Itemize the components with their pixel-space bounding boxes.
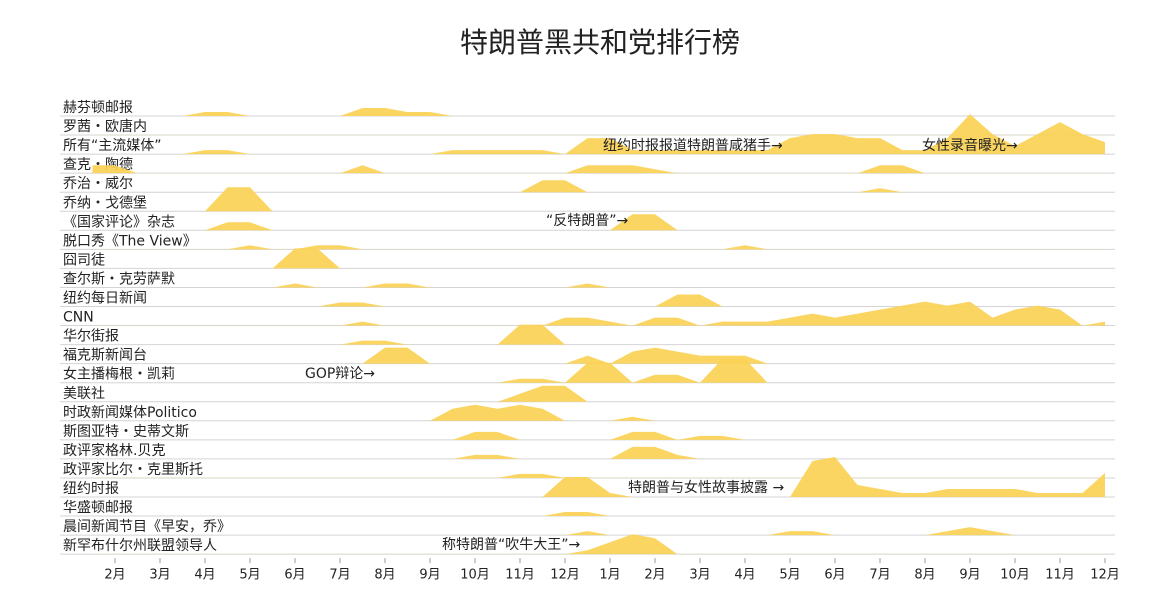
- x-tick-label: 8月: [374, 568, 395, 583]
- row-label: 华盛顿邮报: [63, 500, 133, 516]
- x-tick-label: 4月: [194, 568, 215, 583]
- annotation: 纽约时报报道特朗普咸猪手→: [603, 138, 783, 154]
- x-tick-label: 11月: [1045, 568, 1075, 583]
- annotation: 女性录音曝光→: [922, 137, 1018, 154]
- row-label: 所有“主流媒体”: [63, 138, 162, 154]
- x-tick-label: 4月: [734, 568, 755, 583]
- row-label: 福克斯新闻台: [63, 348, 147, 364]
- row-label: 脱口秀《The View》: [63, 233, 197, 249]
- row-label: 政评家比尔・克里斯托: [63, 461, 203, 478]
- ridge-area: [92, 114, 1105, 155]
- x-tick-label: 5月: [239, 568, 260, 583]
- x-tick-label: 7月: [329, 568, 350, 583]
- x-tick-label: 7月: [869, 568, 890, 583]
- row-label: 斯图亚特・史蒂文斯: [63, 424, 189, 440]
- ridge-area: [92, 165, 1105, 174]
- annotation: “反特朗普”→: [546, 213, 629, 229]
- x-tick-label: 12月: [1090, 568, 1120, 583]
- row-label: 乔治・威尔: [63, 176, 133, 192]
- ridge-area: [92, 527, 1105, 536]
- x-tick-label: 2月: [644, 568, 665, 583]
- row-label: 新罕布什尔州联盟领导人: [63, 538, 217, 554]
- annotation: GOP辩论→: [305, 366, 375, 382]
- x-tick-label: 8月: [914, 568, 935, 583]
- row-label: 乔纳・戈德堡: [63, 195, 147, 211]
- row-label: 女主播梅根・凯莉: [63, 366, 175, 383]
- ridge-area: [92, 283, 1105, 288]
- ridge-area: [92, 347, 1105, 364]
- row-label: 囧司徒: [63, 252, 105, 268]
- row-label: 美联社: [63, 386, 105, 402]
- row-label: 罗茜・欧唐内: [63, 118, 147, 135]
- annotation: 称特朗普“吹牛大王”→: [442, 537, 581, 553]
- x-tick-label: 6月: [284, 568, 305, 583]
- ridge-area: [92, 108, 1105, 116]
- x-tick-label: 6月: [824, 568, 845, 583]
- x-tick-label: 1月: [599, 568, 620, 583]
- ridge-area: [92, 248, 1105, 269]
- row-label: 《国家评论》杂志: [63, 213, 175, 230]
- ridge-area: [92, 301, 1105, 326]
- ridge-area: [92, 534, 1105, 555]
- row-label: 纽约时报: [63, 481, 119, 497]
- row-label: 时政新闻媒体Politico: [63, 405, 197, 421]
- chart-title: 特朗普黑共和党排行榜: [460, 26, 740, 59]
- x-tick-label: 10月: [460, 568, 490, 583]
- x-tick-label: 2月: [104, 568, 125, 583]
- x-tick-label: 10月: [1000, 568, 1030, 583]
- x-tick-label: 9月: [959, 568, 980, 583]
- row-label: CNN: [63, 310, 94, 326]
- x-tick-label: 9月: [419, 568, 440, 583]
- annotation: 特朗普与女性故事披露 →: [628, 479, 784, 496]
- ridge-area: [92, 512, 1105, 517]
- x-tick-label: 11月: [505, 568, 535, 583]
- x-tick-label: 3月: [149, 568, 170, 583]
- x-tick-label: 5月: [779, 568, 800, 583]
- ridge-area: [92, 245, 1105, 250]
- ridge-area: [92, 358, 1105, 383]
- x-tick-label: 3月: [689, 568, 710, 583]
- x-tick-label: 12月: [550, 568, 580, 583]
- row-label: 赫芬顿邮报: [63, 100, 133, 116]
- row-label: 政评家格林.贝克: [63, 442, 165, 459]
- row-label: 晨间新闻节目《早安，乔》: [63, 519, 231, 535]
- row-label: 查尔斯・克劳萨默: [63, 271, 175, 287]
- row-label: 纽约每日新闻: [63, 291, 147, 307]
- ridge-area: [92, 294, 1105, 307]
- row-label: 华尔街报: [63, 329, 119, 345]
- ridge-area: [92, 457, 1105, 497]
